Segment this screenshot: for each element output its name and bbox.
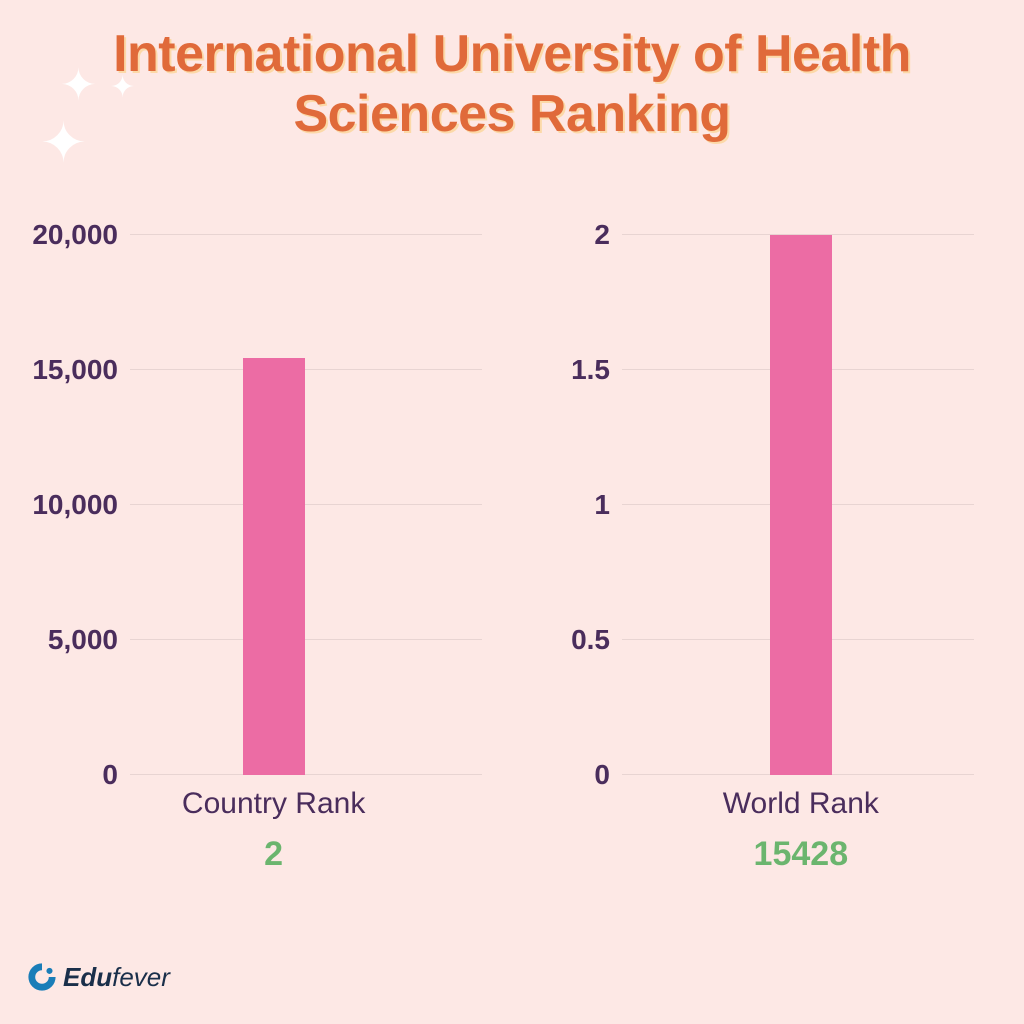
chart-area: 05,00010,00015,00020,000Country Rank2 [130,235,482,775]
y-tick-label: 0.5 [571,624,610,656]
bar [243,358,305,775]
gridline [130,774,482,775]
edufever-logo-icon [25,960,59,994]
x-axis-label: World Rank [723,787,879,821]
x-axis-label: Country Rank [182,787,365,821]
gridline [130,369,482,370]
y-tick-label: 1.5 [571,354,610,386]
world-rank-chart: 00.511.52World Rank15428 [522,235,974,775]
value-label: 15428 [754,835,849,874]
logo-text-edu: Edu [63,962,112,992]
logo-text-fever: fever [112,962,170,992]
page-title: International University of Health Scien… [0,0,1024,145]
y-tick-label: 5,000 [48,624,118,656]
sparkle-icon: ✦ [40,110,87,176]
logo-text: Edufever [63,962,170,993]
sparkle-icon: ✦ [60,60,97,111]
y-tick-label: 0 [594,759,610,791]
y-tick-label: 0 [102,759,118,791]
gridline [130,639,482,640]
sparkle-icon: ✦ [110,70,135,105]
y-tick-label: 2 [594,219,610,251]
y-tick-label: 1 [594,489,610,521]
y-tick-label: 10,000 [32,489,118,521]
country-rank-chart: 05,00010,00015,00020,000Country Rank2 [30,235,482,775]
edufever-logo: Edufever [25,960,170,994]
bar [770,235,832,775]
gridline [130,234,482,235]
chart-area: 00.511.52World Rank15428 [622,235,974,775]
value-label: 2 [264,835,283,874]
gridline [130,504,482,505]
y-tick-label: 20,000 [32,219,118,251]
charts-container: 05,00010,00015,00020,000Country Rank2 00… [0,145,1024,775]
y-tick-label: 15,000 [32,354,118,386]
